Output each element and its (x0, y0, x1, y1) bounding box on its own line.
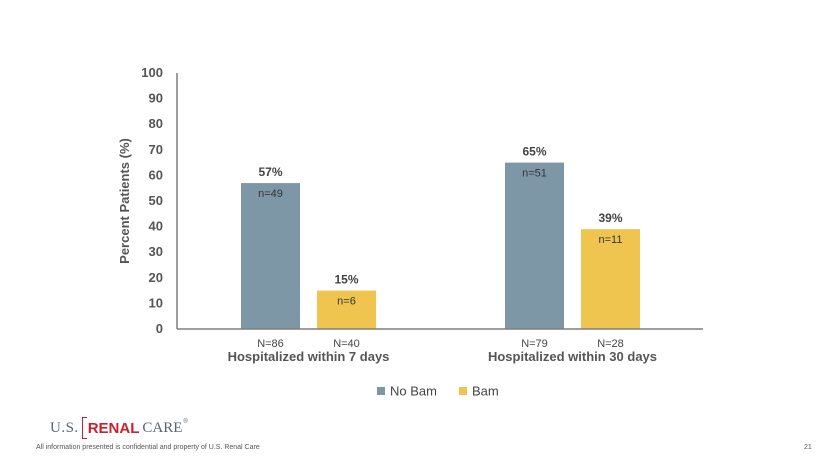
y-tick-label: 100 (141, 65, 163, 80)
logo-trademark: ® (183, 419, 188, 425)
bar-sample-size-label: N=28 (597, 338, 624, 350)
y-tick-label: 60 (149, 167, 163, 182)
y-tick-label: 80 (149, 116, 163, 131)
logo-renal-text: RENAL (87, 419, 140, 437)
y-tick-label: 20 (149, 270, 163, 285)
us-renal-care-logo: U.S. RENAL CARE ® (50, 416, 188, 440)
legend-swatch-bam (459, 387, 467, 395)
y-tick-label: 70 (149, 142, 163, 157)
legend-label: No Bam (390, 384, 437, 399)
y-tick-label: 50 (149, 193, 163, 208)
logo-care-text: CARE (142, 419, 183, 436)
bar-count-label: n=51 (522, 168, 547, 180)
bar-bam (581, 229, 640, 329)
bar-value-label: 39% (598, 211, 622, 225)
category-label: Hospitalized within 30 days (488, 349, 657, 364)
bar-sample-size-label: N=86 (257, 338, 284, 350)
confidentiality-footer: All information presented is confidentia… (36, 444, 260, 451)
bar-value-label: 57% (258, 165, 282, 179)
y-tick-label: 90 (149, 91, 163, 106)
bar-count-label: n=6 (337, 296, 356, 308)
bar-value-label: 65% (522, 145, 546, 159)
y-tick-label: 0 (156, 321, 163, 336)
legend: No Bam Bam (377, 384, 499, 399)
legend-label: Bam (472, 384, 499, 399)
bar-count-label: n=11 (599, 234, 623, 246)
bar-count-label: n=49 (258, 188, 283, 200)
y-tick-label: 10 (149, 295, 163, 310)
bar-sample-size-label: N=79 (521, 338, 548, 350)
y-tick-label: 30 (149, 244, 163, 259)
y-axis-label: Percent Patients (%) (117, 138, 132, 264)
y-axis-ticks: 0 10 20 30 40 50 60 70 80 90 100 (141, 65, 163, 336)
bars (241, 162, 640, 329)
category-label: Hospitalized within 7 days (228, 349, 390, 364)
legend-swatch-no-bam (377, 387, 385, 395)
bar-bam (317, 290, 376, 329)
logo-us-text: U.S. (50, 419, 79, 436)
bar-value-label: 15% (334, 273, 358, 287)
bar-no-bam (505, 162, 564, 329)
page-number: 21 (804, 444, 812, 451)
bar-no-bam (241, 183, 300, 329)
logo-bracket (81, 417, 87, 439)
bar-sample-size-label: N=40 (333, 338, 360, 350)
y-tick-label: 40 (149, 219, 163, 234)
